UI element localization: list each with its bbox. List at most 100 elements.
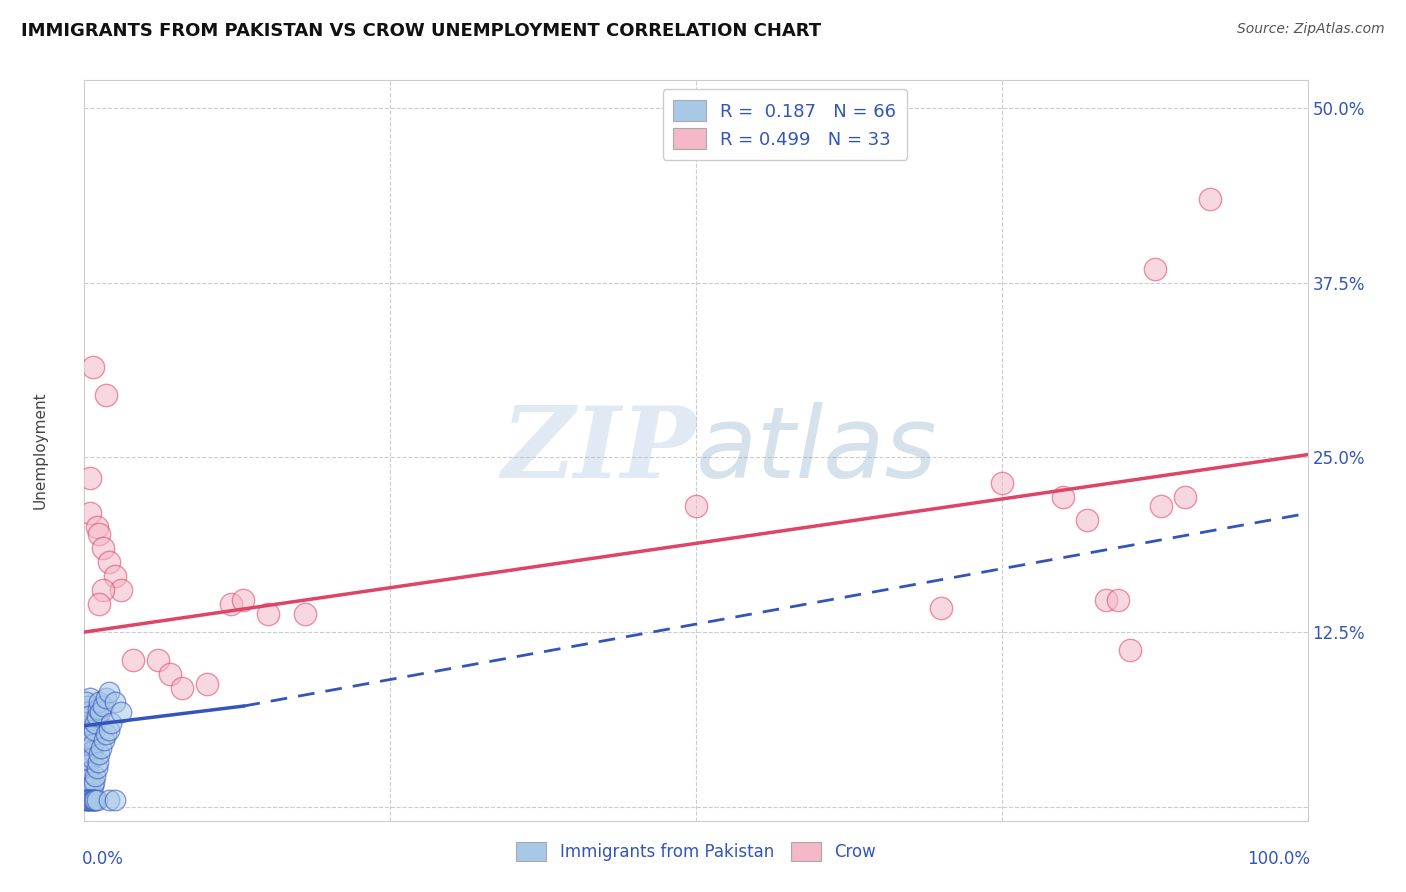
Point: [75, 793, 97, 807]
Point: [86, 793, 108, 807]
Point: [82, 359, 104, 374]
Point: [82, 737, 104, 751]
Point: [110, 583, 132, 598]
Point: [79, 786, 101, 800]
Point: [83, 723, 105, 737]
Point: [84, 793, 107, 807]
Point: [96, 727, 118, 741]
Point: [84, 769, 107, 783]
Point: [685, 500, 707, 514]
Point: [83, 793, 105, 807]
Point: [1052, 490, 1074, 504]
Point: [929, 601, 952, 615]
Point: [84, 715, 107, 730]
Text: ZIP: ZIP: [501, 402, 696, 499]
Point: [86, 709, 108, 723]
Point: [77, 793, 100, 807]
Point: [79, 793, 101, 807]
Point: [80, 744, 103, 758]
Point: [86, 760, 108, 774]
Point: [77, 730, 100, 744]
Point: [77, 772, 100, 786]
Point: [75, 744, 97, 758]
Point: [87, 747, 110, 761]
Point: [100, 715, 122, 730]
Point: [75, 772, 97, 786]
Text: 0.0%: 0.0%: [82, 850, 124, 868]
Point: [79, 779, 101, 793]
Point: [97, 685, 120, 699]
Point: [104, 793, 127, 807]
Point: [77, 727, 100, 741]
Point: [76, 732, 98, 747]
Point: [96, 690, 118, 705]
Point: [77, 737, 100, 751]
Point: [77, 699, 100, 714]
Point: [75, 757, 97, 772]
Point: [89, 705, 111, 719]
Point: [97, 793, 120, 807]
Point: [77, 709, 100, 723]
Text: IMMIGRANTS FROM PAKISTAN VS CROW UNEMPLOYMENT CORRELATION CHART: IMMIGRANTS FROM PAKISTAN VS CROW UNEMPLO…: [21, 22, 821, 40]
Point: [91, 583, 114, 598]
Point: [146, 653, 169, 667]
Point: [80, 751, 103, 765]
Legend: Immigrants from Pakistan, Crow: Immigrants from Pakistan, Crow: [509, 835, 883, 868]
Point: [76, 793, 98, 807]
Point: [80, 732, 103, 747]
Point: [991, 475, 1014, 490]
Point: [76, 751, 98, 765]
Text: atlas: atlas: [696, 402, 938, 499]
Point: [1150, 500, 1173, 514]
Point: [1076, 513, 1098, 527]
Point: [86, 520, 108, 534]
Text: Source: ZipAtlas.com: Source: ZipAtlas.com: [1237, 22, 1385, 37]
Point: [87, 597, 110, 611]
Text: 100.0%: 100.0%: [1247, 850, 1310, 868]
Point: [1094, 593, 1116, 607]
Point: [91, 541, 114, 556]
Point: [75, 723, 97, 737]
Point: [232, 593, 254, 607]
Point: [80, 793, 103, 807]
Point: [77, 793, 100, 807]
Point: [219, 597, 242, 611]
Point: [75, 695, 97, 709]
Point: [76, 723, 98, 737]
Point: [257, 607, 280, 621]
Point: [87, 702, 110, 716]
Point: [76, 757, 98, 772]
Point: [77, 709, 100, 723]
Point: [77, 764, 100, 779]
Point: [122, 653, 145, 667]
Point: [76, 764, 98, 779]
Point: [91, 699, 114, 714]
Point: [1174, 490, 1197, 504]
Point: [97, 723, 120, 737]
Point: [87, 755, 110, 769]
Y-axis label: Unemployment: Unemployment: [32, 392, 48, 509]
Point: [82, 779, 104, 793]
Point: [77, 702, 100, 716]
Point: [80, 719, 103, 733]
Point: [294, 607, 316, 621]
Point: [82, 793, 104, 807]
Point: [83, 774, 105, 789]
Point: [90, 741, 112, 756]
Point: [79, 690, 101, 705]
Point: [87, 527, 110, 541]
Point: [104, 569, 127, 583]
Point: [1119, 643, 1142, 657]
Point: [172, 681, 194, 695]
Point: [1107, 593, 1129, 607]
Point: [77, 723, 100, 737]
Point: [159, 667, 181, 681]
Point: [87, 695, 110, 709]
Point: [93, 732, 115, 747]
Point: [96, 387, 118, 401]
Point: [1198, 192, 1220, 206]
Point: [79, 730, 101, 744]
Point: [79, 506, 101, 520]
Point: [76, 705, 98, 719]
Point: [75, 715, 97, 730]
